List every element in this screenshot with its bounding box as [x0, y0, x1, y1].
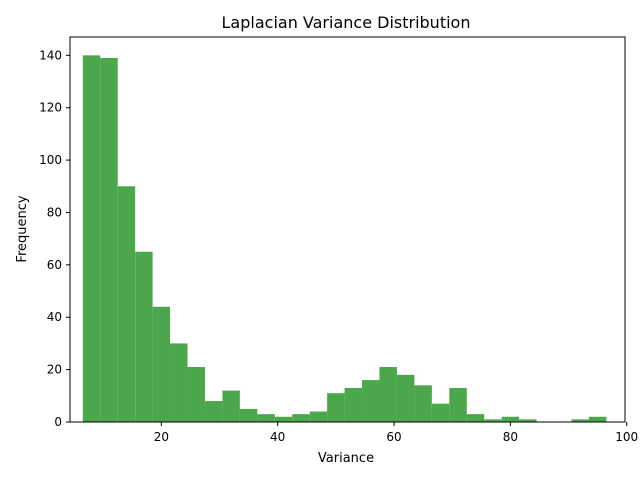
plot-area-frame [69, 36, 626, 423]
x-tick-label: 60 [386, 430, 401, 444]
chart-title: Laplacian Variance Distribution [222, 13, 471, 32]
histogram-bar [588, 416, 607, 422]
histogram-bar [379, 367, 397, 422]
histogram-bar [571, 419, 589, 422]
histogram-bar [204, 401, 223, 422]
histogram-bar [431, 403, 450, 422]
y-tick-label: 120 [39, 101, 62, 115]
histogram-bar [117, 186, 136, 422]
histogram-bar [449, 387, 467, 422]
histogram-bar [327, 393, 345, 422]
x-tick-label: 80 [503, 430, 518, 444]
x-tick-label: 100 [615, 430, 638, 444]
histogram-bar [396, 374, 415, 422]
histogram-bars [82, 55, 607, 422]
x-tick-label: 20 [154, 430, 169, 444]
y-axis-label: Frequency [15, 195, 30, 262]
histogram-bar [222, 390, 240, 422]
histogram-bar [274, 416, 293, 422]
histogram-bar [239, 408, 258, 422]
histogram-bar [466, 414, 485, 422]
y-tick-label: 20 [47, 363, 62, 377]
histogram-bar [344, 387, 363, 422]
y-tick-label: 80 [47, 205, 62, 219]
histogram-bar [519, 419, 537, 422]
y-tick-label: 140 [39, 48, 62, 62]
y-tick-label: 40 [47, 310, 62, 324]
histogram-bar [187, 367, 205, 422]
y-axis-ticks: 0 20 40 60 80 100 120 140 [39, 48, 70, 429]
histogram-bar [82, 55, 101, 422]
y-tick-label: 0 [54, 415, 62, 429]
histogram-bar [257, 414, 275, 422]
histogram-bar [484, 419, 502, 422]
y-tick-label: 100 [39, 153, 62, 167]
x-axis-ticks: 20 40 60 80 100 [154, 422, 638, 444]
histogram-bar [100, 57, 118, 422]
histogram-bar [170, 343, 188, 422]
x-axis-label: Variance [318, 451, 374, 466]
histogram-bar [501, 416, 520, 422]
x-tick-label: 40 [270, 430, 285, 444]
histogram-bar [414, 385, 432, 422]
histogram-bar [362, 380, 380, 422]
y-tick-label: 60 [47, 258, 62, 272]
histogram-bar [292, 414, 310, 422]
histogram-bar [152, 306, 171, 422]
histogram-bar [135, 251, 153, 422]
histogram-bar [309, 411, 328, 422]
